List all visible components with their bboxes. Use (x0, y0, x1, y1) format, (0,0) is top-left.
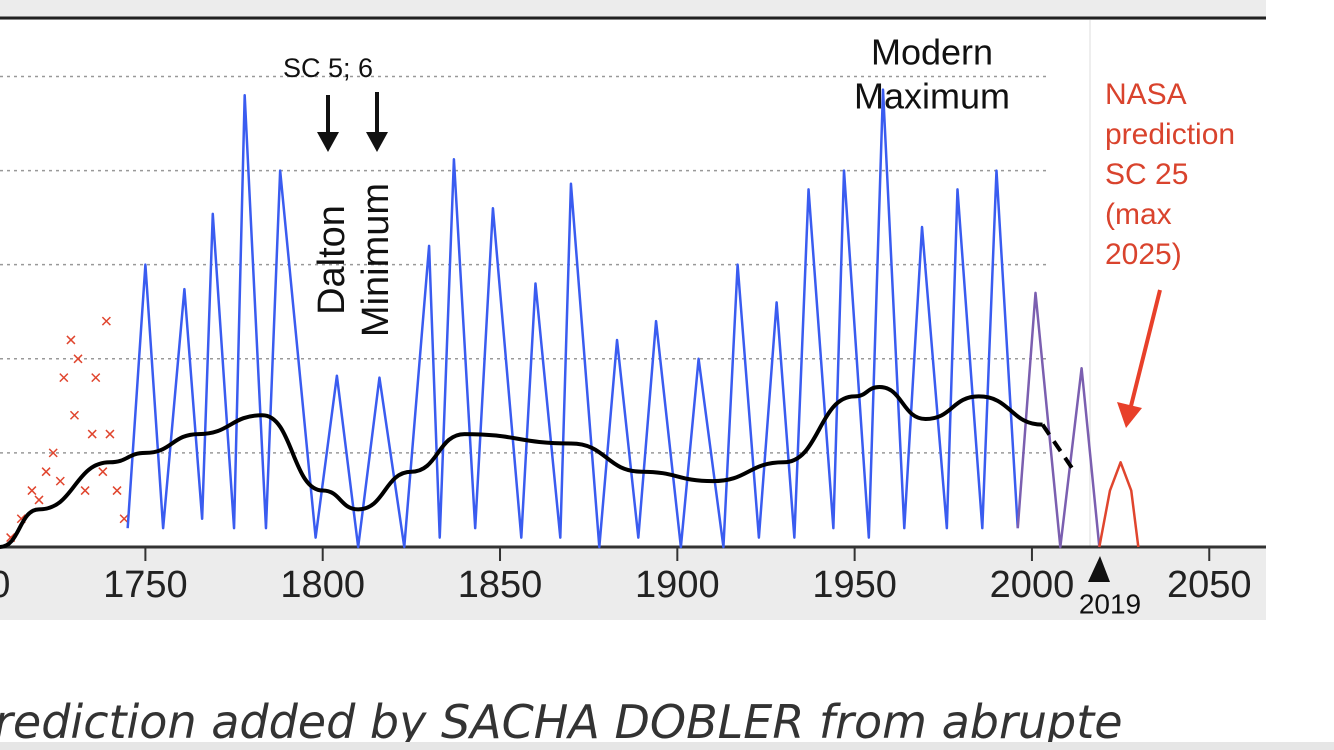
annotation: prediction (1105, 118, 1235, 151)
plot-area (0, 20, 1266, 547)
annotation: SC 5; 6 (283, 53, 373, 83)
cross-marker (91, 373, 101, 383)
cross-marker (55, 476, 65, 486)
x-tick-label: 1800 (280, 564, 365, 606)
cross-marker (48, 448, 58, 458)
annotation: NASA (1105, 78, 1187, 111)
annotation: Dalton (311, 205, 353, 315)
arrow-head (1117, 402, 1142, 428)
plot: 1700 1750 1800 1850 1900 1950 2000 2050 SC 5; 6 D… (0, 32, 1266, 619)
cross-marker (59, 373, 69, 383)
bottom-bar (0, 742, 1334, 750)
x-tick-label: 1950 (812, 564, 897, 606)
x-tick-label: 2050 (1167, 564, 1252, 606)
series-line (1098, 461, 1140, 548)
annotation: (max (1105, 198, 1172, 231)
annotation: Maximum (854, 76, 1010, 117)
cross-marker (27, 486, 37, 496)
cross-marker (119, 514, 129, 524)
x-tick-label: 1850 (458, 564, 543, 606)
cross-marker (41, 467, 51, 477)
cross-marker (80, 486, 90, 496)
arrow-head (366, 132, 388, 152)
annotation: 2025) (1105, 238, 1182, 271)
annotation: Modern (871, 32, 993, 73)
chart: 1700 1750 1800 1850 1900 1950 2000 2050 SC 5; 6 D… (0, 0, 1266, 620)
cross-marker (73, 354, 83, 364)
cross-marker (112, 486, 122, 496)
cross-marker (105, 429, 115, 439)
cross-marker (87, 429, 97, 439)
series-line (0, 385, 1043, 549)
caption: rediction added by SACHA DOBLER from abr… (0, 695, 1123, 749)
x-tick-label: 1900 (635, 564, 720, 606)
series-line (1040, 423, 1077, 473)
cross-marker (101, 316, 111, 326)
annotation: Minimum (355, 183, 397, 337)
arrow-head (1088, 556, 1110, 582)
x-tick-label: 2000 (990, 564, 1075, 606)
cross-marker (69, 410, 80, 420)
cross-marker (98, 467, 108, 477)
arrow-head (317, 132, 339, 152)
x-tick-label: 1750 (103, 564, 188, 606)
x-tick-label: 1700 (0, 564, 10, 606)
arrow (1128, 289, 1162, 411)
series-line (1016, 291, 1101, 549)
annotation: SC 25 (1105, 158, 1188, 191)
cross-marker (66, 335, 76, 345)
annotation-group: Dalton Minimum (311, 183, 397, 337)
annotation: 2019 (1079, 588, 1141, 619)
cross-marker (34, 495, 44, 505)
